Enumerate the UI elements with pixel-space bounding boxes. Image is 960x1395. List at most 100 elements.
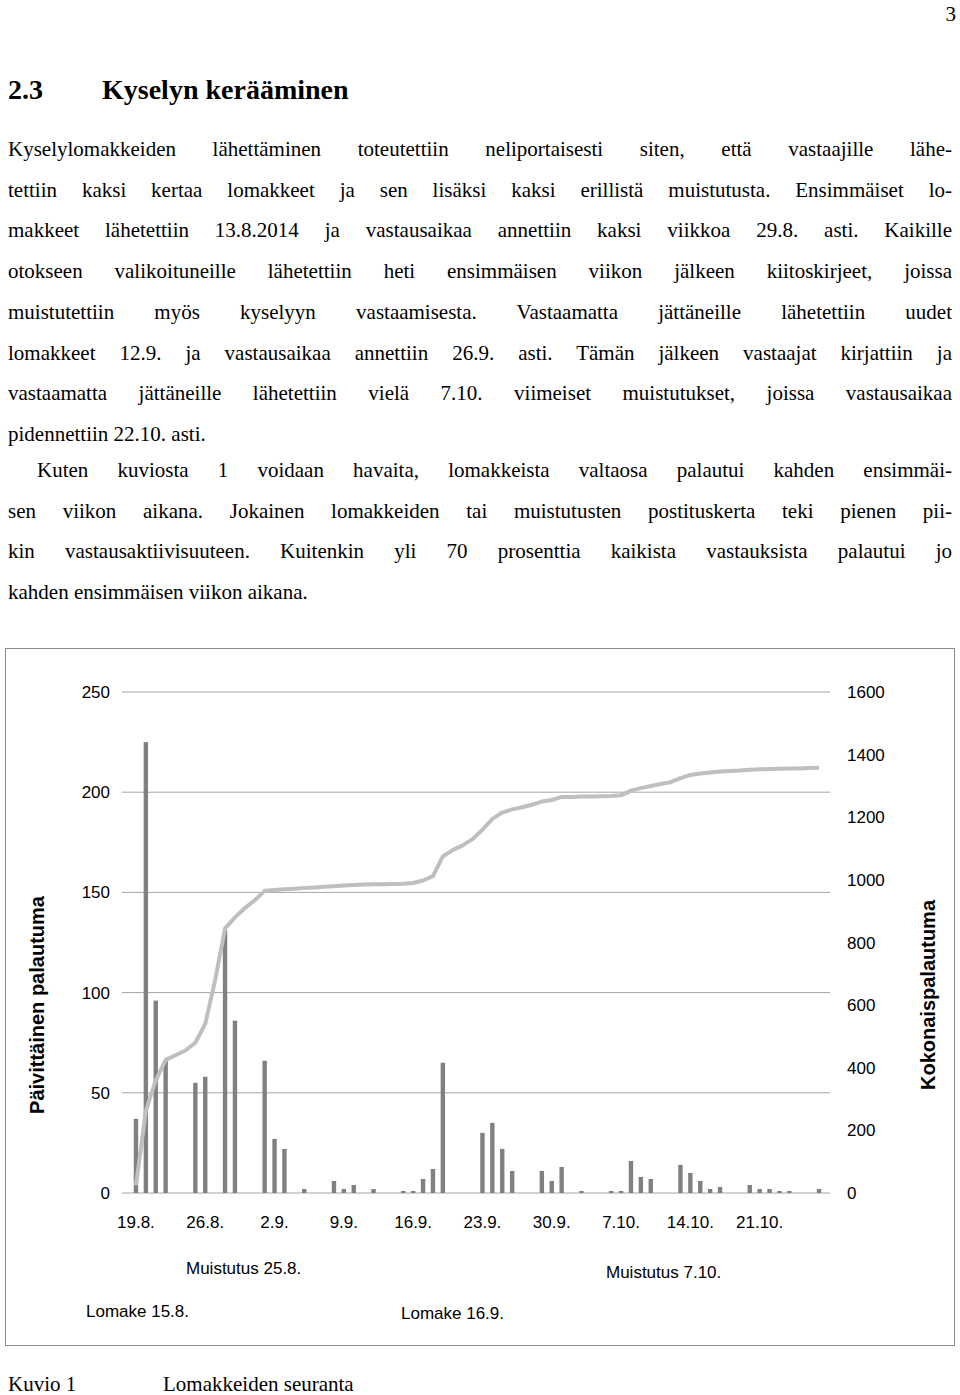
bar <box>728 1193 732 1194</box>
bar <box>490 1123 494 1193</box>
x-tick-label: 2.9. <box>260 1213 288 1232</box>
y-tick-label: 150 <box>82 883 110 902</box>
x-tick-label: 16.9. <box>394 1213 432 1232</box>
grid-line <box>122 992 830 993</box>
y-tick-label: 50 <box>91 1084 110 1103</box>
bar <box>668 1193 672 1194</box>
grid-line <box>122 1193 830 1194</box>
y2-tick-label: 0 <box>847 1184 856 1203</box>
y2-tick-label: 1600 <box>847 683 885 702</box>
y2-tick-label: 800 <box>847 934 875 953</box>
x-tick-label: 26.8. <box>186 1213 224 1232</box>
bar <box>302 1189 306 1193</box>
text-line: vastaamatta jättäneille lähetettiin viel… <box>8 373 952 413</box>
bar <box>500 1149 504 1193</box>
y2-tick-label: 1400 <box>847 746 885 765</box>
bar <box>639 1177 643 1193</box>
x-tick-label: 23.9. <box>464 1213 502 1232</box>
bar <box>787 1191 791 1193</box>
bar <box>520 1193 524 1194</box>
x-tick-label: 19.8. <box>117 1213 155 1232</box>
bar <box>352 1185 356 1193</box>
text-line: tettiin kaksi kertaa lomakkeet ja sen li… <box>8 170 952 210</box>
bar <box>233 1021 237 1193</box>
text-line: makkeet lähetettiin 13.8.2014 ja vastaus… <box>8 210 952 250</box>
bar <box>253 1193 257 1194</box>
text-line: Kuten kuviosta 1 voidaan havaita, lomakk… <box>37 450 952 490</box>
bar <box>411 1191 415 1193</box>
text-line: kahden ensimmäisen viikon aikana. <box>8 572 952 612</box>
bar <box>342 1189 346 1193</box>
bar <box>480 1133 484 1193</box>
bar <box>441 1063 445 1193</box>
bar <box>609 1191 613 1193</box>
bar <box>579 1191 583 1193</box>
bar <box>559 1167 563 1193</box>
bar <box>569 1193 573 1194</box>
grid-line <box>122 692 830 693</box>
bar <box>718 1187 722 1193</box>
bar <box>767 1189 771 1193</box>
heading-title: Kyselyn kerääminen <box>102 74 349 106</box>
bar <box>510 1171 514 1193</box>
text-line: lomakkeet 12.9. ja vastausaikaa annettii… <box>8 333 952 373</box>
bar <box>173 1193 177 1194</box>
grid-line <box>122 1092 830 1093</box>
bar <box>292 1193 296 1194</box>
bar <box>629 1161 633 1193</box>
bar <box>361 1193 365 1194</box>
x-tick-label: 14.10. <box>667 1213 714 1232</box>
bar <box>708 1189 712 1193</box>
bar <box>738 1193 742 1194</box>
bar <box>688 1173 692 1193</box>
plot-marks <box>134 742 822 1193</box>
annotation: Lomake 15.8. <box>86 1302 189 1321</box>
bar <box>431 1169 435 1193</box>
bar <box>540 1171 544 1193</box>
bar <box>757 1189 761 1193</box>
caption-label: Kuvio 1 <box>8 1372 76 1395</box>
bar <box>332 1181 336 1193</box>
y-tick-label: 0 <box>101 1184 110 1203</box>
bar <box>470 1193 474 1194</box>
annotation: Muistutus 7.10. <box>606 1263 721 1282</box>
bar <box>203 1077 207 1193</box>
annotation: Muistutus 25.8. <box>186 1259 301 1278</box>
chart: 0501001502002500200400600800100012001400… <box>0 0 960 1395</box>
line <box>136 768 819 1185</box>
bar <box>371 1189 375 1193</box>
bar <box>698 1181 702 1193</box>
y2-tick-label: 400 <box>847 1059 875 1078</box>
text-line: muistutettiin myös kyselyyn vastaamisest… <box>8 292 952 332</box>
bar <box>262 1061 266 1193</box>
bar <box>807 1193 811 1194</box>
bar <box>322 1193 326 1194</box>
bar <box>243 1193 247 1194</box>
text-line: kin vastausaktiivisuuteen. Kuitenkin yli… <box>8 531 952 571</box>
bar <box>530 1193 534 1194</box>
bar <box>154 1001 158 1193</box>
bar <box>460 1193 464 1194</box>
text-line: otokseen valikoituneille lähetettiin het… <box>8 251 952 291</box>
bar <box>213 1193 217 1194</box>
grid-line <box>122 892 830 893</box>
bar <box>401 1191 405 1193</box>
page-number: 3 <box>930 2 956 27</box>
bar <box>272 1139 276 1193</box>
bar <box>817 1189 821 1193</box>
y2-tick-label: 1000 <box>847 871 885 890</box>
text-line: pidennettiin 22.10. asti. <box>8 414 952 454</box>
bar <box>391 1193 395 1194</box>
bar <box>193 1083 197 1193</box>
bar <box>599 1193 603 1194</box>
bar <box>649 1179 653 1193</box>
bar <box>183 1193 187 1194</box>
bar <box>797 1193 801 1194</box>
caption-text: Lomakkeiden seuranta <box>163 1372 354 1395</box>
heading-number: 2.3 <box>8 74 43 106</box>
bar <box>312 1193 316 1194</box>
x-tick-label: 9.9. <box>330 1213 358 1232</box>
y2-tick-label: 200 <box>847 1121 875 1140</box>
y2-tick-label: 600 <box>847 996 875 1015</box>
bar <box>678 1165 682 1193</box>
